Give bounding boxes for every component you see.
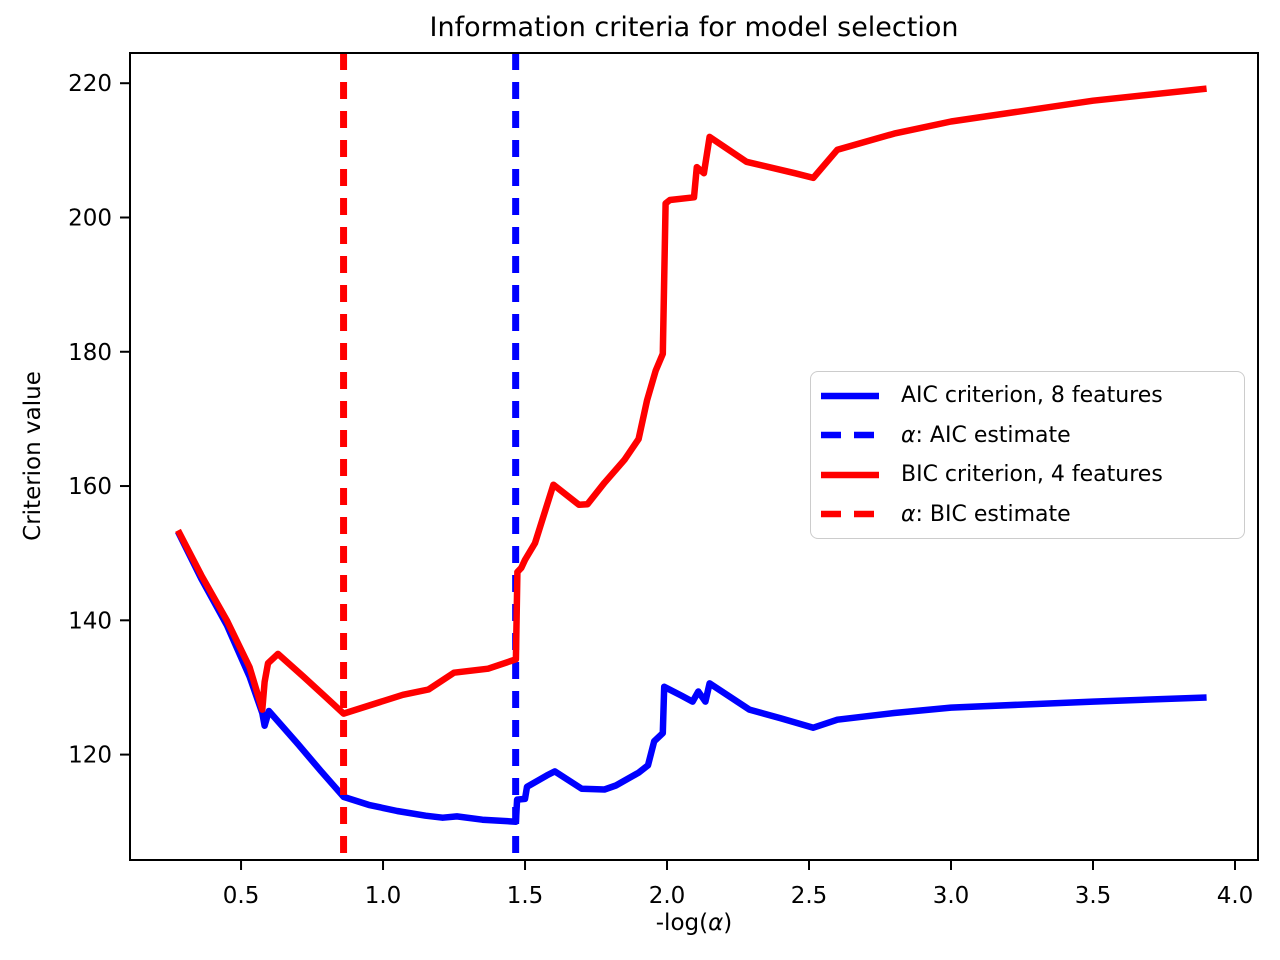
legend-line-solid — [821, 471, 879, 478]
legend-label: α: AIC estimate — [901, 422, 1071, 448]
y-tick-label: 180 — [68, 340, 112, 366]
legend-item: α: AIC estimate — [821, 423, 1234, 448]
x-tick-label: 2.0 — [649, 883, 686, 909]
chart-title: Information criteria for model selection — [429, 12, 959, 43]
y-tick-label: 140 — [68, 608, 112, 634]
x-axis-label: -log(α) — [655, 910, 733, 936]
legend-line-solid — [821, 392, 879, 399]
x-tick-label: 4.0 — [1217, 883, 1254, 909]
legend-label: BIC criterion, 4 features — [901, 462, 1163, 488]
series-line-BIC criterion, 4 features — [175, 85, 1207, 717]
y-tick-label: 120 — [68, 743, 112, 769]
legend: AIC criterion, 8 features α: AIC estimate… — [810, 371, 1245, 539]
x-tick-label: 2.5 — [791, 883, 828, 909]
x-tick-label: 1.5 — [507, 883, 544, 909]
y-tick-label: 220 — [68, 71, 112, 97]
legend-item: α: BIC estimate — [821, 502, 1234, 527]
y-axis-label: Criterion value — [20, 371, 46, 541]
legend-line-dashed — [821, 432, 879, 439]
legend-item: BIC criterion, 4 features — [821, 462, 1234, 487]
axes-spines — [129, 52, 1259, 861]
series-line-AIC criterion, 8 features — [175, 530, 1207, 825]
legend-label: AIC criterion, 8 features — [901, 383, 1163, 409]
legend-label: α: BIC estimate — [901, 501, 1071, 527]
legend-line-dashed — [821, 511, 879, 518]
x-tick-label: 1.0 — [365, 883, 402, 909]
y-tick-label: 200 — [68, 205, 112, 231]
x-tick-label: 3.5 — [1075, 883, 1112, 909]
y-tick-label: 160 — [68, 474, 112, 500]
x-tick-label: 3.0 — [933, 883, 970, 909]
legend-item: AIC criterion, 8 features — [821, 383, 1234, 408]
x-tick-label: 0.5 — [223, 883, 260, 909]
